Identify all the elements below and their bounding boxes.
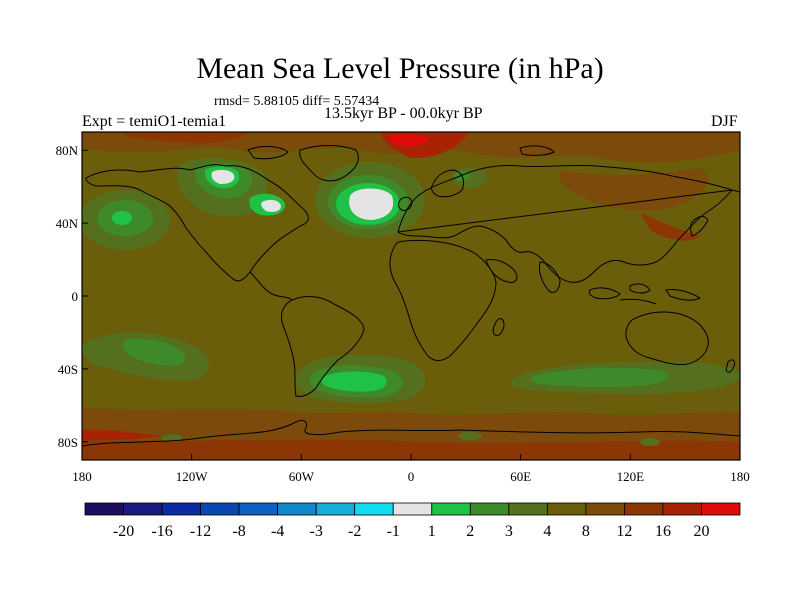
y-tick-label: 0 <box>72 289 79 304</box>
coastline-greenland <box>299 145 359 182</box>
colorbar-swatch <box>392 502 433 516</box>
colorbar-swatch <box>585 502 625 516</box>
anomaly-north-america-1 <box>211 169 235 184</box>
anomaly-south-pacific-3 <box>123 338 186 366</box>
coastline-india <box>539 261 561 293</box>
colorbar-label: -4 <box>271 523 284 540</box>
experiment-label: Expt = temiO1-temia1 <box>82 113 227 130</box>
colorbar-label: 4 <box>543 523 551 540</box>
colorbar-swatch <box>238 502 279 516</box>
coastline-new-guinea <box>665 289 701 301</box>
anomaly-antarctic-west <box>82 429 160 440</box>
anomaly-east-antarctica <box>640 438 660 446</box>
anomaly-tropical-band <box>82 297 740 319</box>
plot-title: Mean Sea Level Pressure (in hPa) <box>196 52 604 85</box>
colorbar-swatch <box>469 502 510 516</box>
coastline-north-america <box>85 164 309 282</box>
coastline-scandinavia <box>431 169 465 198</box>
colorbar-swatch <box>624 502 664 516</box>
anomaly-antarctic-band-16 <box>82 439 740 460</box>
coastline-africa <box>389 240 497 361</box>
coastline-java <box>619 298 657 305</box>
colorbar-swatch <box>546 502 587 516</box>
x-tick-label: 180 <box>730 469 750 484</box>
anomaly-north-atlantic-1 <box>349 188 394 220</box>
coastline-arctic-islands <box>247 145 289 160</box>
x-tick-label: 180 <box>72 469 92 484</box>
coastline-eurasia <box>397 164 740 283</box>
colorbar-swatch <box>431 502 471 516</box>
colorbar-swatch <box>662 502 702 516</box>
coastline-madagascar <box>492 318 505 337</box>
x-tick-label: 120W <box>176 469 209 484</box>
colorbar-swatch <box>277 502 317 516</box>
coastline-arabia <box>485 259 518 283</box>
colorbar-label: 3 <box>505 523 513 540</box>
colorbar-label: -3 <box>310 523 323 540</box>
y-tick-label: 40S <box>58 362 78 377</box>
anomaly-weddell-east <box>458 432 482 440</box>
colorbar-swatch <box>701 502 741 516</box>
coastline-british-isles <box>398 196 413 211</box>
colorbar-label: -16 <box>151 523 172 540</box>
y-tick-label: 80N <box>56 143 79 158</box>
anomaly-east-asia <box>640 212 700 241</box>
colorbar-label: 16 <box>655 523 671 540</box>
anomaly-great-lakes-1 <box>261 199 281 212</box>
y-tick-label: 40N <box>56 216 79 231</box>
colorbar-label: 20 <box>693 523 709 540</box>
colorbar-label: 12 <box>616 523 632 540</box>
coastline-new-zealand <box>725 359 735 373</box>
coastline-central-america <box>249 271 293 301</box>
coastline-sumatra <box>588 287 621 300</box>
x-tick-label: 60W <box>289 469 315 484</box>
colorbar-swatch <box>315 502 356 516</box>
colorbar-swatch <box>508 502 548 516</box>
y-tick-label: 80S <box>58 435 78 450</box>
colorbar-swatch <box>123 502 163 516</box>
coastline-south-america <box>281 296 365 397</box>
anomaly-arctic-20 <box>390 133 430 147</box>
colorbar-label: 1 <box>428 523 436 540</box>
x-tick-label: 0 <box>408 469 415 484</box>
y-axis-ticks: 80N 40N 0 40S 80S <box>56 143 88 450</box>
anomaly-arctic-west <box>120 132 250 144</box>
colorbar-label: 2 <box>466 523 474 540</box>
coastline-novaya-zemlya <box>519 145 555 156</box>
colorbar-label: -8 <box>232 523 245 540</box>
anomaly-south-atlantic-2 <box>321 371 387 392</box>
stats-subtitle: rmsd= 5.88105 diff= 5.57434 <box>214 94 380 109</box>
x-axis-ticks: 180 120W 60W 0 60E 120E 180 <box>72 454 750 484</box>
colorbar: -20 -16 -12 -8 -4 -3 -2 -1 1 2 3 4 8 12 16 20 <box>84 502 741 540</box>
coastline-australia <box>625 311 709 365</box>
anomaly-north-pacific-2 <box>112 211 132 225</box>
anomaly-field <box>82 132 740 460</box>
x-tick-label: 120E <box>617 469 645 484</box>
coastline-borneo <box>629 283 651 294</box>
period-subtitle: 13.5kyr BP - 00.0kyr BP <box>324 105 483 122</box>
colorbar-swatch <box>200 502 240 516</box>
colorbar-swatch <box>161 502 201 516</box>
colorbar-label: 8 <box>582 523 590 540</box>
colorbar-label: -1 <box>387 523 400 540</box>
season-label: DJF <box>711 113 738 130</box>
colorbar-label: -20 <box>113 523 134 540</box>
colorbar-swatch <box>354 502 394 516</box>
anomaly-siberia-12 <box>558 168 709 211</box>
colorbar-swatch <box>84 502 124 516</box>
coastlines <box>82 145 740 447</box>
colorbar-label: -2 <box>348 523 361 540</box>
colorbar-label: -12 <box>190 523 211 540</box>
coastline-japan <box>690 215 709 237</box>
x-tick-label: 60E <box>510 469 531 484</box>
anomaly-south-indian-3 <box>531 368 669 387</box>
coastline-antarctica <box>82 419 740 447</box>
